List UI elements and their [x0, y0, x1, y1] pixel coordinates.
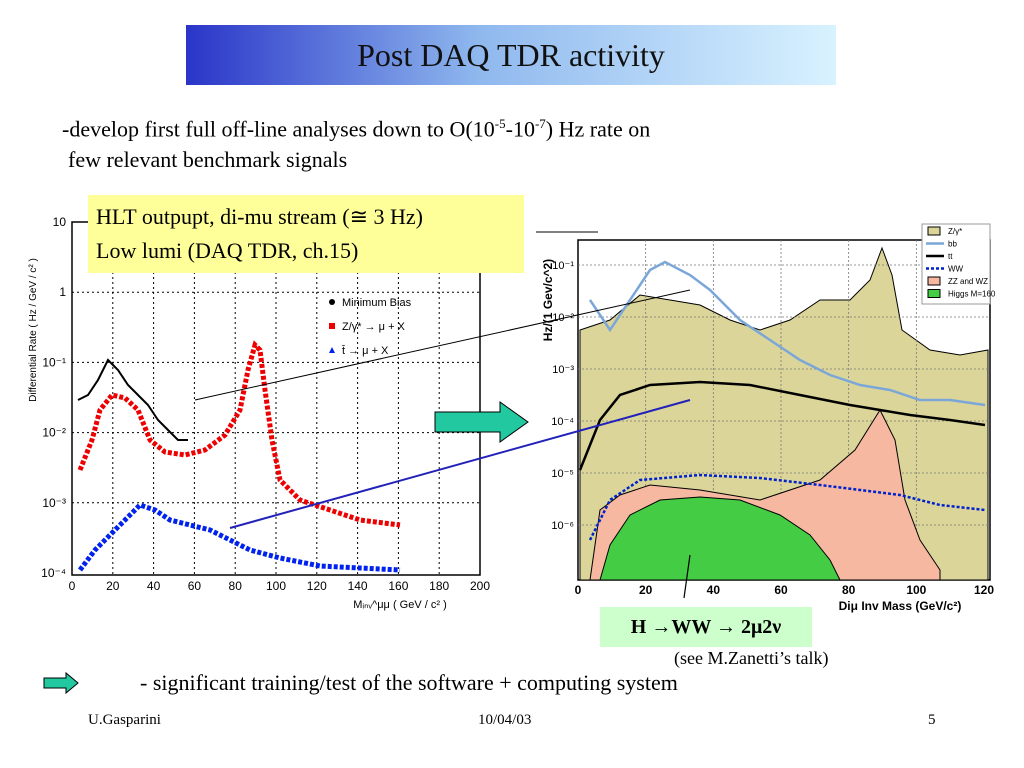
- x-tick-label: 20: [106, 579, 120, 593]
- x-tick-label: 0: [69, 579, 76, 593]
- x-tick-label: 200: [470, 579, 490, 593]
- x-tick-label: 100: [906, 583, 926, 597]
- legend-label: t̄ → μ + X: [341, 345, 389, 357]
- y-tick-label: 10: [53, 215, 67, 229]
- legend-label: tt: [948, 252, 953, 261]
- x-tick-label: 120: [307, 579, 327, 593]
- sup: -5: [494, 116, 506, 131]
- legend-marker: [329, 299, 335, 305]
- y-tick-label: 10⁻⁴: [41, 566, 66, 580]
- x-tick-label: 20: [639, 583, 653, 597]
- x-tick-label: 40: [147, 579, 161, 593]
- y-tick-label: 10⁻⁴: [551, 416, 574, 428]
- callout-line: Low lumi (DAQ TDR, ch.15): [96, 238, 359, 263]
- legend-label: Z/γ* → μ + X: [342, 321, 406, 333]
- bb-curve: [588, 260, 986, 407]
- legend-marker: [329, 323, 335, 329]
- y-tick-label: 10⁻¹: [552, 260, 574, 272]
- legend-label: Z/γ*: [948, 227, 962, 236]
- arrow: [683, 554, 691, 599]
- text: ) Hz rate on: [545, 116, 651, 142]
- y-tick-label: 10⁻³: [552, 364, 574, 376]
- legend-label: ZZ and WZ: [948, 277, 988, 286]
- right-grid: [578, 240, 990, 580]
- note: (see M.Zanetti’s talk): [674, 648, 829, 668]
- left-grid: [72, 222, 480, 575]
- slide-title: Post DAQ TDR activity: [186, 25, 836, 85]
- y-tick-label: 10⁻⁶: [551, 520, 574, 532]
- legend-swatch: [927, 276, 941, 286]
- x-axis-label: Diμ Inv Mass (GeV/c²): [839, 599, 962, 613]
- text: -develop first full off-line analyses do…: [62, 116, 495, 142]
- footer-page: 5: [928, 712, 936, 728]
- y-axis-label: Differential Rate ( Hz / GeV / c² ): [28, 258, 39, 402]
- y-axis-label: Hz/(1 Gev/c^2): [541, 259, 555, 341]
- y-tick-label: 10⁻²: [42, 426, 66, 440]
- y-tick-label: 10⁻³: [42, 496, 66, 510]
- legend-label: Higgs M=160: [948, 290, 996, 299]
- bullet-line: few relevant benchmark signals: [68, 147, 348, 172]
- y-tick-label: 1: [59, 285, 66, 299]
- legend-marker: [329, 347, 335, 353]
- x-axis-label: Mᵢₙᵥ^μμ ( GeV / c² ): [353, 599, 446, 611]
- sup: -7: [534, 116, 546, 131]
- x-tick-label: 180: [429, 579, 449, 593]
- x-tick-label: 60: [774, 583, 788, 597]
- legend-swatch: [927, 226, 941, 236]
- footer-author: U.Gasparini: [88, 712, 161, 728]
- higgs-area: [599, 496, 841, 581]
- legend-label: bb: [948, 240, 957, 249]
- x-tick-label: 0: [575, 583, 582, 597]
- arrow: [229, 399, 691, 529]
- minbias-curve: [77, 358, 188, 441]
- tt-curve: [578, 380, 986, 471]
- x-tick-label: 80: [229, 579, 243, 593]
- t-curve: [78, 502, 401, 573]
- x-tick-label: 120: [974, 583, 994, 597]
- callout-line: HLT outpupt, di-mu stream (≅ 3 Hz): [96, 204, 424, 229]
- ww-curve: [588, 473, 986, 541]
- y-tick-label: 10⁻⁵: [551, 468, 574, 480]
- footer-date: 10/04/03: [478, 712, 532, 728]
- bullet: -develop first full off-line analyses do…: [62, 116, 650, 142]
- arrow: [194, 289, 691, 401]
- bullet: - significant training/test of the softw…: [140, 670, 678, 695]
- legend-label: Minimum Bias: [342, 297, 412, 309]
- callout: HLT outpupt, di-mu stream (≅ 3 Hz) Low l…: [88, 195, 524, 273]
- legend-label: WW: [948, 265, 964, 274]
- x-tick-label: 80: [842, 583, 856, 597]
- x-tick-label: 140: [348, 579, 368, 593]
- x-tick-label: 100: [266, 579, 286, 593]
- big-arrow: [434, 401, 529, 443]
- process-label: H →WW → 2μ2ν: [600, 607, 812, 647]
- legend-swatch: [927, 289, 941, 298]
- x-tick-label: 40: [707, 583, 721, 597]
- right-legend: Z/γ* bb tt WW ZZ and WZ Higgs M=160: [921, 223, 996, 305]
- x-tick-label: 160: [388, 579, 408, 593]
- text: -10: [505, 116, 535, 142]
- y-tick-label: 10⁻¹: [42, 355, 66, 369]
- y-tick-label: 10⁻²: [552, 312, 574, 324]
- x-tick-label: 60: [188, 579, 202, 593]
- bullet-arrow: [43, 671, 79, 695]
